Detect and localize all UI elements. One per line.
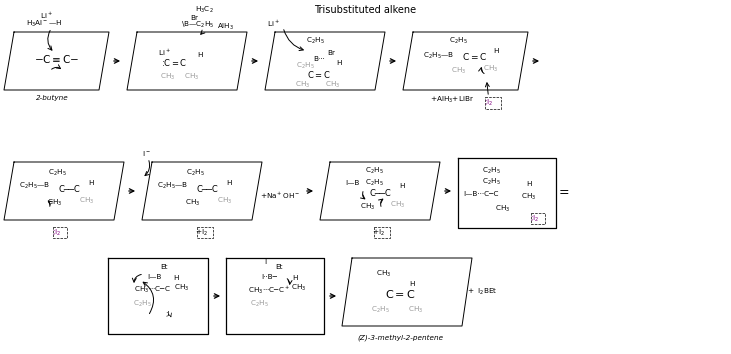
Text: C$_2$H$_5$: C$_2$H$_5$ bbox=[186, 168, 205, 178]
Text: C$_2$H$_5$: C$_2$H$_5$ bbox=[48, 168, 67, 178]
Text: CH$_3$: CH$_3$ bbox=[451, 66, 466, 76]
Text: CH$_3$: CH$_3$ bbox=[376, 269, 392, 279]
Text: C$_2$H$_5$: C$_2$H$_5$ bbox=[249, 299, 268, 309]
Text: (Z)-3-methyl-2-pentene: (Z)-3-methyl-2-pentene bbox=[357, 335, 443, 341]
Text: I: I bbox=[264, 259, 266, 265]
Text: CH$_3$···C─C$^+$: CH$_3$···C─C$^+$ bbox=[248, 284, 290, 296]
Text: H: H bbox=[227, 180, 232, 186]
Text: $-$C$\equiv$C$-$: $-$C$\equiv$C$-$ bbox=[34, 53, 79, 65]
Text: :C$=$C: :C$=$C bbox=[161, 57, 187, 69]
Text: H$_3$C$_2$: H$_3$C$_2$ bbox=[194, 5, 213, 15]
Text: C$_2$H$_5$: C$_2$H$_5$ bbox=[365, 178, 383, 188]
Text: CH$_3$: CH$_3$ bbox=[292, 283, 306, 293]
Text: Trisubstituted alkene: Trisubstituted alkene bbox=[314, 5, 416, 15]
Text: C$_2$H$_5$: C$_2$H$_5$ bbox=[132, 299, 151, 309]
Text: Li$^+$: Li$^+$ bbox=[267, 19, 279, 29]
Text: C$_2$H$_5$—B: C$_2$H$_5$—B bbox=[157, 181, 189, 191]
Text: I$^-$: I$^-$ bbox=[142, 149, 151, 159]
Text: CH$_3$: CH$_3$ bbox=[521, 192, 537, 202]
Text: CH$_3$: CH$_3$ bbox=[175, 283, 189, 293]
Text: I—B: I—B bbox=[345, 180, 359, 186]
Text: CH$_3$: CH$_3$ bbox=[48, 198, 63, 208]
Text: CH$_3$: CH$_3$ bbox=[390, 200, 406, 210]
Text: CH$_3$: CH$_3$ bbox=[360, 202, 376, 212]
Text: AlH$_3$: AlH$_3$ bbox=[217, 22, 235, 32]
Text: CH$_3$: CH$_3$ bbox=[409, 305, 424, 315]
Text: CH$_3$: CH$_3$ bbox=[160, 72, 175, 82]
Text: \B—C$_2$H$_5$: \B—C$_2$H$_5$ bbox=[181, 20, 215, 30]
Text: C$_2$H$_5$—B: C$_2$H$_5$—B bbox=[423, 51, 454, 61]
Text: C$_2$H$_5$: C$_2$H$_5$ bbox=[365, 166, 383, 176]
Text: +  I$_2$BEt: + I$_2$BEt bbox=[466, 287, 497, 297]
Text: ;I$_2$: ;I$_2$ bbox=[53, 228, 61, 238]
Text: H: H bbox=[197, 52, 202, 58]
Text: H: H bbox=[493, 48, 499, 54]
Text: +I$_2$: +I$_2$ bbox=[194, 228, 208, 238]
Text: CH$_3$: CH$_3$ bbox=[325, 80, 341, 90]
Text: H: H bbox=[526, 181, 531, 187]
Text: B···: B··· bbox=[313, 56, 325, 62]
Text: H: H bbox=[399, 183, 405, 189]
Text: +Na$^+$OH$^-$: +Na$^+$OH$^-$ bbox=[260, 191, 300, 201]
Text: I—B: I—B bbox=[147, 274, 162, 280]
Text: C$=$C: C$=$C bbox=[385, 288, 415, 300]
Text: H$_3$Al$^-$—H: H$_3$Al$^-$—H bbox=[26, 19, 63, 29]
Text: C──C: C──C bbox=[369, 189, 391, 199]
Text: +I$_2$: +I$_2$ bbox=[371, 228, 385, 238]
Text: Et: Et bbox=[160, 264, 167, 270]
Text: C$_2$H$_5$: C$_2$H$_5$ bbox=[482, 166, 501, 176]
Text: C$_2$H$_5$: C$_2$H$_5$ bbox=[371, 305, 390, 315]
Text: +AlH$_3$+LiBr: +AlH$_3$+LiBr bbox=[431, 95, 474, 105]
Text: CH$_3$: CH$_3$ bbox=[483, 64, 498, 74]
Text: ;I: ;I bbox=[166, 311, 170, 317]
Text: Et: Et bbox=[276, 264, 283, 270]
Text: I··B─: I··B─ bbox=[261, 274, 277, 280]
Text: H: H bbox=[88, 180, 94, 186]
Text: C$_2$H$_5$: C$_2$H$_5$ bbox=[295, 61, 314, 71]
Text: CH$_3$: CH$_3$ bbox=[496, 204, 511, 214]
Text: CH$_3$: CH$_3$ bbox=[186, 198, 200, 208]
Text: C$_2$H$_5$—B: C$_2$H$_5$—B bbox=[20, 181, 50, 191]
Text: C$_2$H$_5$: C$_2$H$_5$ bbox=[449, 36, 468, 46]
Text: H: H bbox=[292, 275, 298, 281]
Text: ;I$_2$: ;I$_2$ bbox=[484, 98, 493, 108]
Text: C$=$C: C$=$C bbox=[462, 51, 487, 62]
Text: C$=$C: C$=$C bbox=[307, 69, 331, 80]
Text: Br: Br bbox=[327, 50, 335, 56]
Text: 2-butyne: 2-butyne bbox=[36, 95, 69, 101]
Text: C$_2$H$_5$: C$_2$H$_5$ bbox=[482, 177, 501, 187]
Text: CH$_3$: CH$_3$ bbox=[217, 196, 232, 206]
Text: C$_2$H$_5$: C$_2$H$_5$ bbox=[306, 36, 325, 46]
Text: H: H bbox=[409, 281, 414, 287]
Text: I—B···C─C: I—B···C─C bbox=[463, 191, 499, 197]
Text: Li$^+$: Li$^+$ bbox=[40, 11, 53, 21]
Text: ;I$_2$: ;I$_2$ bbox=[531, 214, 539, 224]
Text: CH$_3$: CH$_3$ bbox=[295, 80, 311, 90]
Text: CH$_3$···C─C: CH$_3$···C─C bbox=[134, 285, 170, 295]
Text: C──C: C──C bbox=[196, 184, 218, 194]
Text: =: = bbox=[558, 187, 569, 200]
Text: C──C: C──C bbox=[58, 184, 80, 194]
Text: CH$_3$: CH$_3$ bbox=[184, 72, 200, 82]
Text: Li$^+$: Li$^+$ bbox=[158, 48, 170, 58]
Text: H: H bbox=[173, 275, 179, 281]
Text: Br: Br bbox=[190, 15, 198, 21]
Text: CH$_3$: CH$_3$ bbox=[80, 196, 94, 206]
Text: H: H bbox=[336, 60, 342, 66]
